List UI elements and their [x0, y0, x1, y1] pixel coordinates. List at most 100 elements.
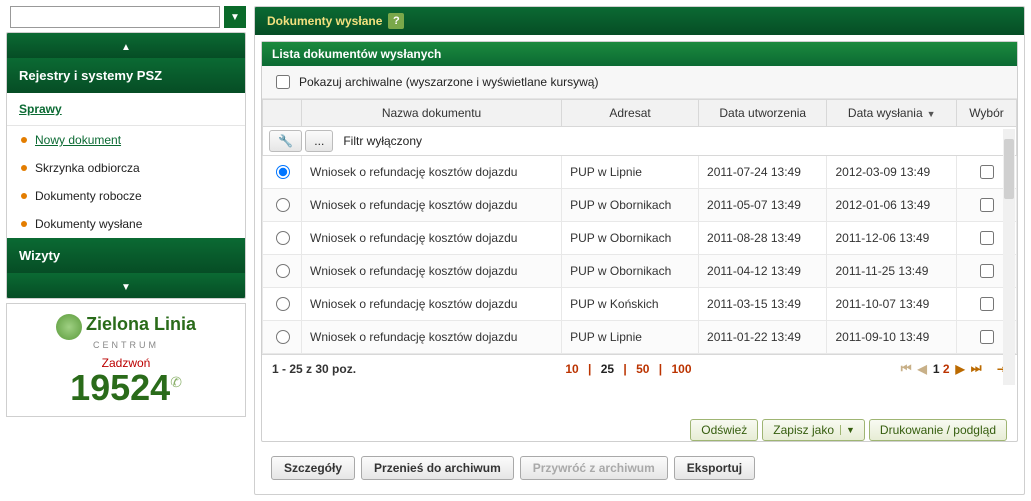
cell-name: Wniosek o refundację kosztów dojazdu: [302, 222, 562, 255]
filter-settings-button[interactable]: 🔧: [269, 130, 302, 152]
cell-addr: PUP w Obornikach: [562, 222, 699, 255]
col-radio: [263, 100, 302, 127]
show-archived-label: Pokazuj archiwalne (wyszarzone i wyświet…: [299, 75, 598, 89]
promo-brand: Zielona Linia: [86, 314, 196, 334]
bullet-icon: [21, 137, 27, 143]
cell-addr: PUP w Lipnie: [562, 156, 699, 189]
restore-button: Przywróć z archiwum: [520, 456, 668, 480]
left-nav: ▲ Rejestry i systemy PSZ Sprawy Nowy dok…: [6, 32, 246, 299]
chevron-down-icon: ▼: [840, 425, 860, 435]
row-radio[interactable]: [276, 330, 290, 344]
nav-collapse-down[interactable]: ▼: [7, 273, 245, 298]
cell-addr: PUP w Końskich: [562, 288, 699, 321]
nav-group-sprawy[interactable]: Sprawy: [7, 93, 245, 126]
pager-first-icon[interactable]: ⏮: [901, 361, 912, 376]
export-button[interactable]: Eksportuj: [674, 456, 755, 480]
logo-icon: [56, 314, 82, 340]
chevron-up-icon: ▲: [121, 42, 131, 53]
table-scrollbar[interactable]: [1003, 129, 1015, 385]
page-size-25[interactable]: 25: [601, 362, 614, 376]
sidebar-item-wyslane[interactable]: Dokumenty wysłane: [7, 210, 245, 238]
row-radio[interactable]: [276, 264, 290, 278]
table-row[interactable]: Wniosek o refundację kosztów dojazduPUP …: [263, 189, 1017, 222]
row-checkbox[interactable]: [980, 231, 994, 245]
row-checkbox[interactable]: [980, 264, 994, 278]
cell-name: Wniosek o refundację kosztów dojazdu: [302, 189, 562, 222]
promo-box: Zielona Linia CENTRUM Zadzwoń 19524✆: [6, 303, 246, 417]
cell-addr: PUP w Obornikach: [562, 189, 699, 222]
table-row[interactable]: Wniosek o refundację kosztów dojazduPUP …: [263, 156, 1017, 189]
row-checkbox[interactable]: [980, 297, 994, 311]
row-radio[interactable]: [276, 165, 290, 179]
filter-status: Filtr wyłączony: [343, 134, 422, 148]
documents-table: Nazwa dokumentu Adresat Data utworzenia …: [262, 99, 1017, 354]
nav-section-wizyty[interactable]: Wizyty: [7, 238, 245, 273]
table-row[interactable]: Wniosek o refundację kosztów dojazduPUP …: [263, 255, 1017, 288]
pager-summary: 1 - 25 z 30 poz.: [272, 362, 356, 376]
print-preview-button[interactable]: Drukowanie / podgląd: [869, 419, 1007, 441]
cell-name: Wniosek o refundację kosztów dojazdu: [302, 255, 562, 288]
cell-sent: 2011-10-07 13:49: [827, 288, 957, 321]
cell-created: 2011-07-24 13:49: [699, 156, 827, 189]
pager-next-icon[interactable]: ▶: [956, 362, 965, 376]
page-size-50[interactable]: 50: [636, 362, 649, 376]
details-button[interactable]: Szczegóły: [271, 456, 355, 480]
sort-desc-icon: ▼: [927, 109, 936, 119]
sidebar-item-robocze[interactable]: Dokumenty robocze: [7, 182, 245, 210]
col-name[interactable]: Nazwa dokumentu: [302, 100, 562, 127]
col-addr[interactable]: Adresat: [562, 100, 699, 127]
page-1[interactable]: 1: [933, 362, 943, 376]
cell-sent: 2012-03-09 13:49: [827, 156, 957, 189]
filter-more-button[interactable]: ...: [305, 130, 333, 152]
page-title: Dokumenty wysłane: [267, 14, 382, 28]
row-checkbox[interactable]: [980, 165, 994, 179]
table-row[interactable]: Wniosek o refundację kosztów dojazduPUP …: [263, 222, 1017, 255]
pager-sizes: 10 | 25 | 50 | 100: [562, 362, 694, 376]
cell-sent: 2012-01-06 13:49: [827, 189, 957, 222]
cell-sent: 2011-12-06 13:49: [827, 222, 957, 255]
col-sent[interactable]: Data wysłania▼: [827, 100, 957, 127]
row-checkbox[interactable]: [980, 198, 994, 212]
help-icon[interactable]: ?: [388, 13, 404, 29]
nav-collapse-up[interactable]: ▲: [7, 33, 245, 58]
row-radio[interactable]: [276, 198, 290, 212]
cell-addr: PUP w Obornikach: [562, 255, 699, 288]
promo-number: 19524✆: [17, 370, 235, 406]
page-titlebar: Dokumenty wysłane ?: [255, 7, 1024, 35]
promo-sub: CENTRUM: [17, 340, 235, 350]
save-as-button[interactable]: Zapisz jako▼: [762, 419, 865, 441]
page-size-10[interactable]: 10: [565, 362, 578, 376]
pager-last-icon[interactable]: ⏭: [971, 361, 982, 376]
show-archived-checkbox[interactable]: [276, 75, 290, 89]
cell-addr: PUP w Lipnie: [562, 321, 699, 354]
row-radio[interactable]: [276, 297, 290, 311]
bullet-icon: [21, 193, 27, 199]
page-2[interactable]: 2: [943, 362, 950, 376]
page-size-100[interactable]: 100: [671, 362, 691, 376]
cell-name: Wniosek o refundację kosztów dojazdu: [302, 288, 562, 321]
cell-created: 2011-04-12 13:49: [699, 255, 827, 288]
cell-created: 2011-03-15 13:49: [699, 288, 827, 321]
sidebar-item-label: Nowy dokument: [35, 133, 121, 147]
col-created[interactable]: Data utworzenia: [699, 100, 827, 127]
refresh-button[interactable]: Odśwież: [690, 419, 758, 441]
panel-title: Lista dokumentów wysłanych: [262, 42, 1017, 66]
chevron-down-icon: ▼: [121, 282, 131, 293]
row-checkbox[interactable]: [980, 330, 994, 344]
sidebar-item-label: Skrzynka odbiorcza: [35, 161, 140, 175]
cell-created: 2011-08-28 13:49: [699, 222, 827, 255]
nav-section-rejestry[interactable]: Rejestry i systemy PSZ: [7, 58, 245, 93]
col-select[interactable]: Wybór: [957, 100, 1017, 127]
archive-button[interactable]: Przenieś do archiwum: [361, 456, 514, 480]
bullet-icon: [21, 221, 27, 227]
pager-prev-icon[interactable]: ◀: [918, 362, 927, 376]
context-dropdown-button[interactable]: ▼: [224, 6, 246, 28]
cell-name: Wniosek o refundację kosztów dojazdu: [302, 156, 562, 189]
sidebar-item-nowy[interactable]: Nowy dokument: [7, 126, 245, 154]
sidebar-item-inbox[interactable]: Skrzynka odbiorcza: [7, 154, 245, 182]
table-row[interactable]: Wniosek o refundację kosztów dojazduPUP …: [263, 321, 1017, 354]
table-row[interactable]: Wniosek o refundację kosztów dojazduPUP …: [263, 288, 1017, 321]
sidebar-item-label: Dokumenty robocze: [35, 189, 142, 203]
row-radio[interactable]: [276, 231, 290, 245]
context-select[interactable]: [10, 6, 220, 28]
